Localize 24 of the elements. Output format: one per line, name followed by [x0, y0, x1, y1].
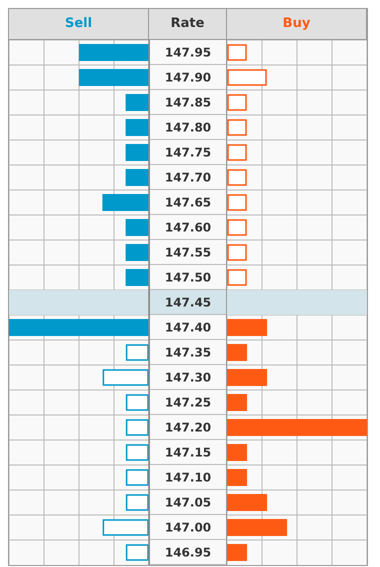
- y-axis-title: Rate: [149, 9, 227, 39]
- y-tick-label: 147.50: [164, 270, 212, 284]
- y-tick-label: 147.65: [164, 196, 212, 210]
- y-tick-label: 147.55: [164, 246, 212, 260]
- y-tick-label: 147.00: [164, 520, 212, 534]
- y-tick-label: 146.95: [164, 546, 212, 560]
- y-tick-label: 147.75: [164, 146, 212, 160]
- y-tick-label: 147.30: [164, 370, 212, 384]
- text: Buy: [227, 9, 367, 39]
- y-tick-label: 147.15: [164, 446, 212, 460]
- y-tick-label: 147.25: [164, 396, 212, 410]
- y-tick-label: 147.20: [164, 420, 212, 434]
- y-tick-label: 147.80: [164, 120, 212, 134]
- y-tick-label: 147.60: [164, 220, 212, 234]
- y-tick-label: 147.95: [164, 46, 212, 60]
- y-tick-label: 147.10: [164, 470, 212, 484]
- y-tick-label: 147.05: [164, 496, 212, 510]
- y-tick-label: 147.45: [164, 296, 212, 310]
- y-tick-label: 147.70: [164, 170, 212, 184]
- series-label: Sell: [9, 9, 149, 39]
- y-tick-label: 147.40: [164, 320, 212, 334]
- y-tick-label: 147.35: [164, 346, 212, 360]
- y-tick-label: 147.85: [164, 96, 212, 110]
- y-tick-label: 147.90: [164, 70, 212, 84]
